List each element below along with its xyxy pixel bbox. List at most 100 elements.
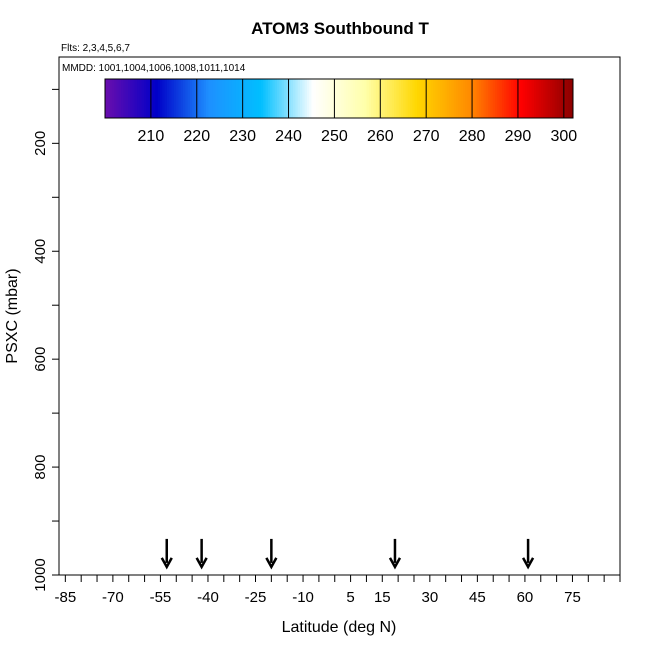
colorbar-swatch xyxy=(304,79,308,118)
colorbar-swatch xyxy=(389,79,393,118)
colorbar-swatch xyxy=(451,79,455,118)
colorbar-swatch xyxy=(534,79,537,118)
colorbar-swatch xyxy=(251,79,255,118)
colorbar-swatch xyxy=(139,79,143,118)
flights-label: Flts: 2,3,4,5,6,7 xyxy=(61,43,130,54)
colorbar-tick-label: 290 xyxy=(505,128,532,145)
colorbar-swatch xyxy=(318,79,322,118)
colorbar-tick-label: 260 xyxy=(367,128,394,145)
colorbar-swatch xyxy=(396,79,400,118)
colorbar-swatch xyxy=(550,79,553,118)
colorbar-swatch xyxy=(460,79,464,118)
colorbar-swatch xyxy=(238,79,241,118)
colorbar-swatch xyxy=(160,79,163,118)
colorbar-swatch xyxy=(350,79,354,118)
colorbar-swatch xyxy=(495,79,498,118)
colorbar-swatch xyxy=(513,79,517,118)
colorbar-swatch xyxy=(522,79,526,118)
colorbar-swatch xyxy=(359,79,363,118)
colorbar-swatch xyxy=(556,79,560,118)
colorbar-swatch xyxy=(511,79,514,118)
colorbar-swatch xyxy=(414,79,418,118)
colorbar-swatch xyxy=(348,79,351,118)
colorbar-swatch xyxy=(355,79,358,118)
colorbar-swatch xyxy=(329,79,333,118)
colorbar-swatch xyxy=(483,79,487,118)
colorbar-swatch xyxy=(155,79,159,118)
colorbar-swatch xyxy=(428,79,432,118)
colorbar-swatch xyxy=(162,79,166,118)
flight-track-line xyxy=(74,155,557,512)
colorbar-swatch xyxy=(105,79,108,118)
colorbar-swatch xyxy=(339,79,342,118)
colorbar-swatch xyxy=(361,79,365,118)
colorbar-tick-label: 300 xyxy=(550,128,577,145)
colorbar-swatch xyxy=(153,79,156,118)
colorbar-swatch xyxy=(506,79,510,118)
colorbar-swatch xyxy=(446,79,450,118)
colorbar-swatch xyxy=(481,79,485,118)
colorbar-swatch xyxy=(192,79,195,118)
colorbar-swatch xyxy=(180,79,184,118)
colorbar-swatch xyxy=(242,79,246,118)
colorbar-swatch xyxy=(281,79,285,118)
colorbar-swatch xyxy=(561,79,565,118)
colorbar-swatch xyxy=(235,79,239,118)
colorbar-tick-label: 240 xyxy=(275,128,302,145)
colorbar-swatch xyxy=(357,79,361,118)
colorbar-swatch xyxy=(109,79,113,118)
y-tick-label: 600 xyxy=(32,347,49,372)
colorbar-swatch xyxy=(293,79,296,118)
colorbar-swatch xyxy=(270,79,273,118)
colorbar-swatch xyxy=(288,79,292,118)
colorbar-swatch xyxy=(345,79,349,118)
colorbar-swatch xyxy=(286,79,290,118)
colorbar-swatch xyxy=(116,79,120,118)
x-tick-label: 15 xyxy=(374,589,391,606)
colorbar-swatch xyxy=(217,79,221,118)
colorbar-swatch xyxy=(442,79,446,118)
colorbar-swatch xyxy=(515,79,519,118)
colorbar-swatch xyxy=(111,79,115,118)
ascent-marker-arrow xyxy=(388,538,402,570)
x-axis-label: Latitude (deg N) xyxy=(282,619,397,636)
colorbar-swatch xyxy=(540,79,544,118)
y-tick-label: 800 xyxy=(32,455,49,480)
colorbar-swatch xyxy=(127,79,131,118)
colorbar-swatch xyxy=(327,79,331,118)
colorbar-swatch xyxy=(375,79,379,118)
colorbar-swatch xyxy=(199,79,202,118)
y-tick-label: 400 xyxy=(32,239,49,264)
colorbar-swatch xyxy=(240,79,244,118)
colorbar-swatch xyxy=(219,79,223,118)
colorbar-swatch xyxy=(563,79,567,118)
y-axis: 200 400 600 800 1000 xyxy=(32,88,59,592)
colorbar-swatch xyxy=(157,79,161,118)
colorbar-swatch xyxy=(208,79,212,118)
colorbar-swatch xyxy=(474,79,478,118)
colorbar-swatch xyxy=(132,79,136,118)
colorbar-swatch xyxy=(130,79,134,118)
colorbar-swatch xyxy=(384,79,388,118)
colorbar-swatch xyxy=(164,79,168,118)
colorbar-swatch xyxy=(478,79,482,118)
colorbar-swatch xyxy=(194,79,198,118)
colorbar-swatch xyxy=(249,79,253,118)
colorbar-swatch xyxy=(387,79,390,118)
x-tick-label: 45 xyxy=(469,589,486,606)
colorbar-tick-label: 270 xyxy=(413,128,440,145)
x-tick-label: -55 xyxy=(150,589,172,606)
colorbar-swatch xyxy=(410,79,413,118)
colorbar-swatch xyxy=(456,79,459,118)
colorbar-tick-label: 220 xyxy=(183,128,210,145)
colorbar-swatch xyxy=(171,79,175,118)
colorbar-swatch xyxy=(267,79,271,118)
colorbar-swatch xyxy=(144,79,147,118)
colorbar-swatch xyxy=(141,79,145,118)
colorbar-swatch xyxy=(504,79,507,118)
colorbar-swatch xyxy=(398,79,402,118)
colorbar-swatch xyxy=(545,79,549,118)
colorbar-swatch xyxy=(543,79,546,118)
ascent-markers xyxy=(160,538,535,570)
colorbar-swatch xyxy=(488,79,491,118)
